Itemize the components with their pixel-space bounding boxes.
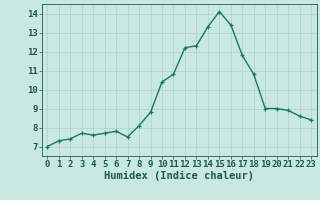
X-axis label: Humidex (Indice chaleur): Humidex (Indice chaleur) bbox=[104, 171, 254, 181]
